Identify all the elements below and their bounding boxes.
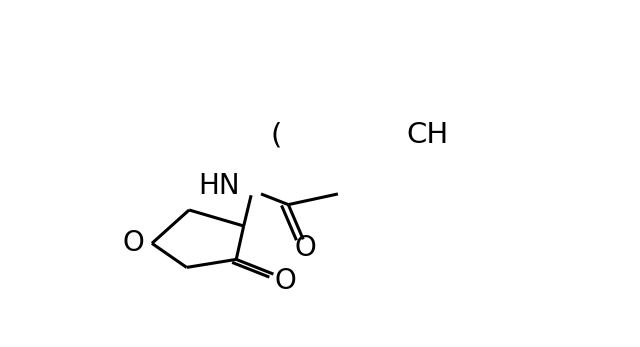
Text: (: ( <box>271 121 282 149</box>
Text: HN: HN <box>198 172 240 200</box>
Text: O: O <box>123 229 145 257</box>
Text: CH: CH <box>406 121 449 149</box>
Text: O: O <box>295 234 317 262</box>
Text: O: O <box>275 267 297 295</box>
